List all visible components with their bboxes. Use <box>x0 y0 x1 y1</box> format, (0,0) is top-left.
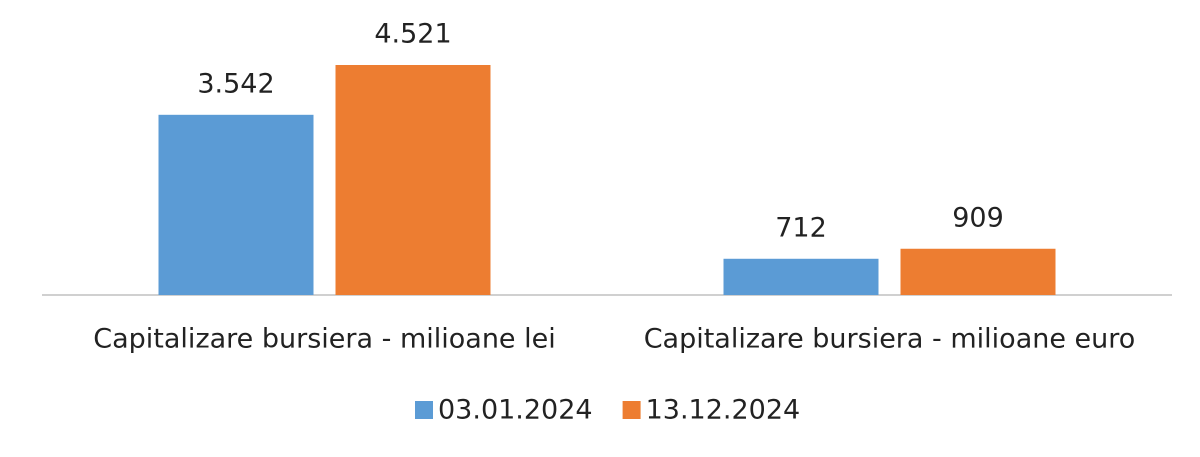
bar <box>900 248 1056 295</box>
x-tick-label: Capitalizare bursiera - milioane euro <box>644 324 1136 355</box>
data-label: 3.542 <box>197 68 274 99</box>
x-tick-label: Capitalizare bursiera - milioane lei <box>93 324 555 355</box>
data-label: 4.521 <box>374 19 451 50</box>
bar <box>723 258 879 295</box>
legend-label: 03.01.2024 <box>438 395 593 426</box>
legend-label: 13.12.2024 <box>646 395 801 426</box>
bar <box>335 65 491 295</box>
data-label: 712 <box>775 212 827 243</box>
legend-swatch <box>622 401 641 419</box>
legend-swatch <box>415 401 433 419</box>
data-label: 909 <box>952 202 1004 233</box>
bar <box>158 114 314 295</box>
